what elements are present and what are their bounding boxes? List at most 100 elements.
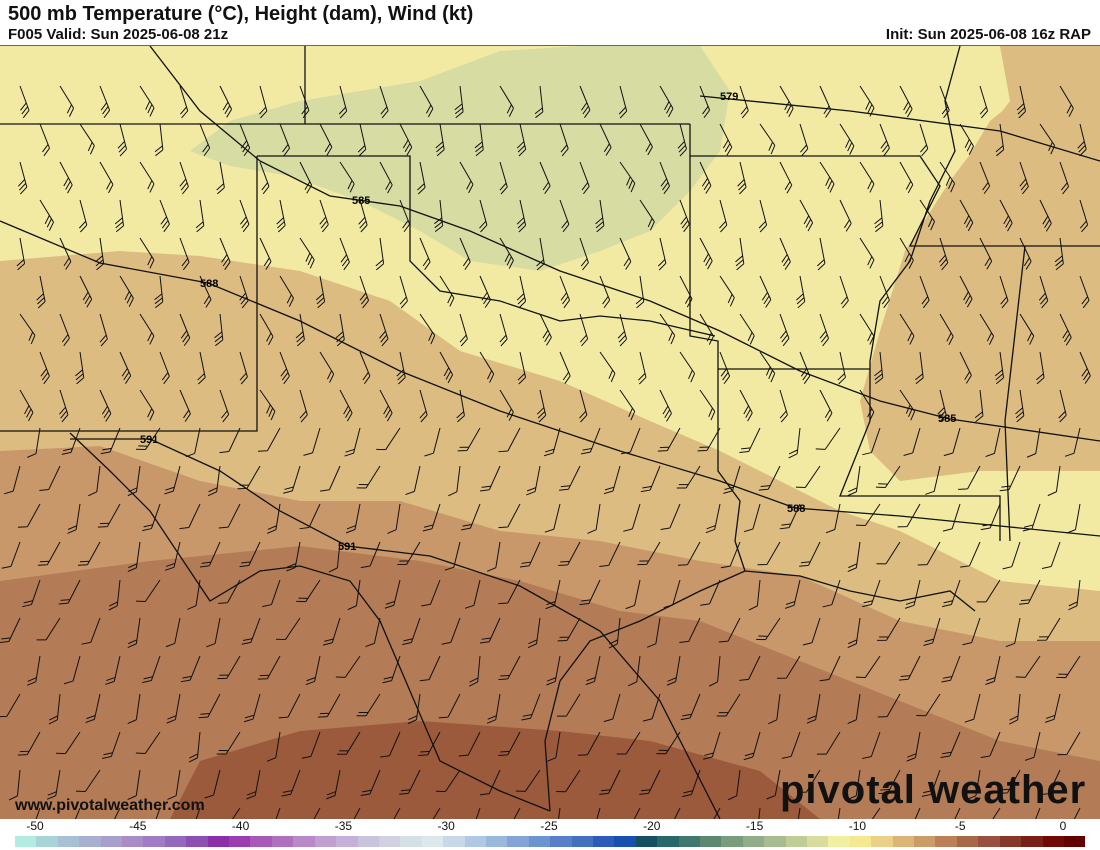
wind-barb	[579, 85, 591, 118]
wind-barb	[788, 427, 801, 459]
wind-barb	[779, 389, 788, 423]
wind-barb	[218, 503, 241, 529]
wind-barb	[399, 275, 408, 309]
wind-barb	[1015, 655, 1041, 678]
wind-barb	[180, 655, 201, 683]
wind-barb	[1077, 123, 1087, 157]
wind-barb	[580, 427, 601, 455]
wind-barb	[384, 579, 401, 609]
colorbar-tick-label: -45	[129, 819, 147, 833]
wind-barb	[99, 389, 112, 422]
wind-barb	[595, 199, 605, 233]
wind-barb	[720, 541, 741, 569]
wind-barb	[114, 199, 125, 233]
wind-barb	[719, 123, 733, 156]
wind-barb	[657, 237, 667, 271]
wind-barb	[379, 85, 389, 119]
colorbar-swatch	[764, 836, 786, 847]
wind-barb	[719, 275, 735, 307]
wind-barb	[479, 617, 501, 644]
wind-barb	[847, 693, 861, 725]
colorbar-swatch	[15, 836, 37, 847]
wind-barb	[677, 123, 687, 157]
wind-barb	[382, 655, 401, 684]
wind-barb	[424, 427, 441, 457]
wind-barb	[357, 123, 367, 157]
wind-barb	[658, 807, 681, 819]
wind-barb	[700, 579, 721, 606]
wind-barb	[855, 503, 881, 527]
wind-barb	[59, 313, 70, 347]
wind-barb	[219, 237, 231, 270]
wind-barb	[859, 389, 875, 421]
wind-barb	[305, 655, 321, 686]
wind-barb	[417, 161, 426, 195]
wind-barb	[942, 503, 961, 532]
wind-barb	[559, 465, 581, 491]
wind-barb	[266, 731, 281, 762]
wind-barb	[1022, 503, 1041, 532]
wind-barb	[779, 313, 790, 347]
wind-barb	[317, 693, 341, 718]
wind-barb	[179, 313, 191, 347]
wind-barb	[0, 617, 21, 644]
wind-barb	[962, 617, 981, 646]
wind-barb	[663, 579, 681, 609]
wind-barb	[195, 199, 205, 233]
wind-barb	[127, 541, 141, 573]
fill-tan-right	[890, 51, 1100, 451]
colorbar-swatch	[550, 836, 572, 847]
wind-barb	[879, 123, 890, 157]
wind-barb	[1019, 237, 1032, 270]
wind-barb	[819, 655, 841, 682]
wind-barb	[941, 655, 961, 683]
wind-barb	[499, 161, 508, 195]
wind-barb	[618, 85, 628, 119]
wind-barb	[419, 389, 428, 423]
wind-barb	[127, 693, 141, 725]
wind-barb	[243, 693, 261, 723]
wind-barb	[295, 313, 305, 347]
colorbar-swatch	[892, 836, 915, 847]
wind-barb	[816, 237, 826, 271]
wind-barb	[88, 465, 101, 497]
colorbar-swatch	[571, 836, 593, 847]
wind-barb	[376, 427, 401, 451]
wind-barb	[526, 465, 541, 496]
colorbar-tick-label: -40	[231, 819, 250, 833]
wind-barb	[328, 541, 341, 573]
wind-barb	[579, 389, 588, 423]
site-url[interactable]: www.pivotalweather.com	[15, 797, 205, 814]
wind-barb	[719, 351, 731, 385]
wind-barb	[536, 389, 547, 423]
colorbar-swatch	[207, 836, 230, 847]
wind-barb	[319, 351, 335, 383]
wind-barb	[547, 807, 561, 819]
wind-barb	[739, 313, 755, 345]
wind-barb	[599, 769, 621, 795]
wind-barb	[743, 731, 761, 761]
wind-barb	[322, 617, 341, 646]
wind-barb	[527, 617, 541, 649]
wind-barb	[959, 351, 972, 384]
contour-579	[699, 95, 1100, 162]
wind-barb	[638, 351, 647, 385]
wind-barb	[167, 769, 181, 800]
wind-barb	[822, 579, 841, 608]
wind-barb	[640, 465, 661, 493]
wind-barb	[898, 655, 921, 681]
wind-barb	[517, 351, 527, 385]
wind-barb	[199, 541, 221, 568]
fill-pale-yellow	[0, 46, 1100, 591]
contour-label: 585	[938, 413, 956, 425]
colorbar-swatch	[785, 836, 808, 847]
wind-barb	[37, 541, 61, 566]
wind-barb	[59, 237, 72, 270]
wind-barb	[739, 427, 761, 453]
weather-map[interactable]: 579 585 588 591 585 588 591	[0, 45, 1100, 819]
wind-barb	[1058, 807, 1081, 819]
colorbar-swatch	[614, 836, 636, 847]
wind-barb	[1038, 275, 1049, 309]
wind-barb	[218, 579, 241, 604]
wind-barb	[135, 731, 161, 754]
